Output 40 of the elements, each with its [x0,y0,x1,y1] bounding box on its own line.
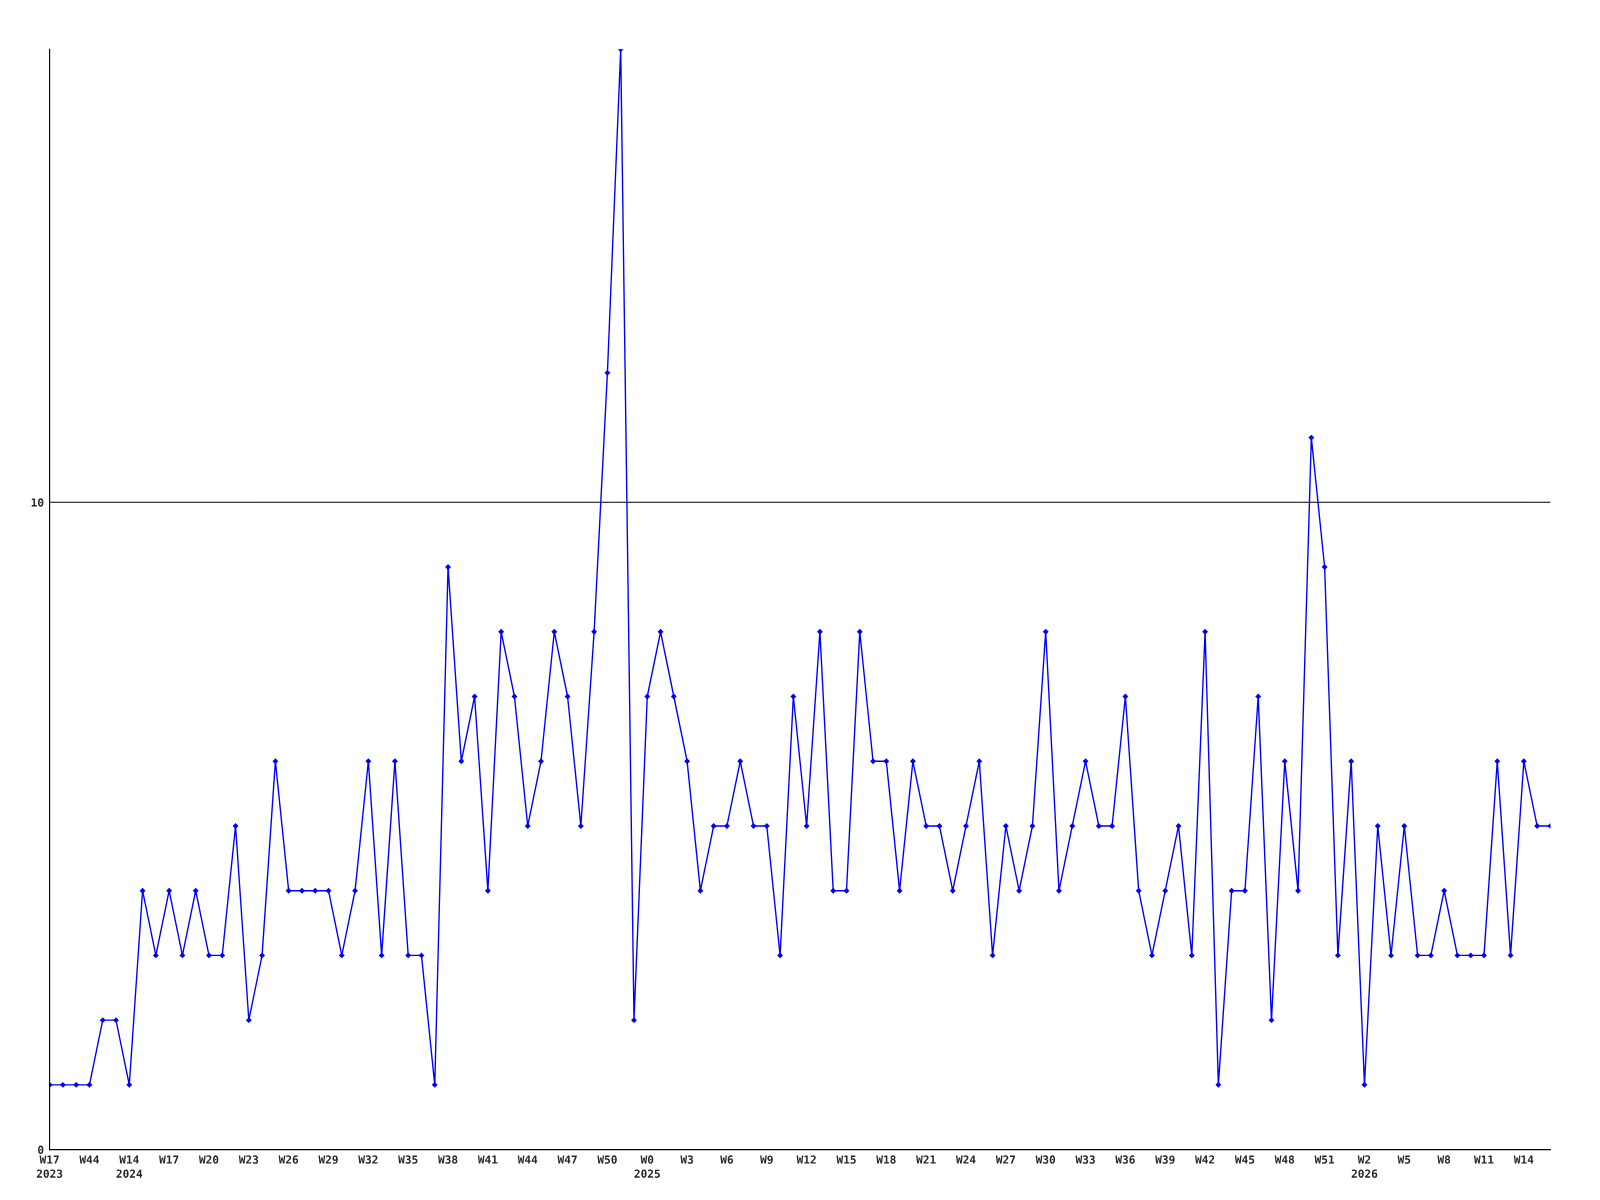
x-tick-label: W26 [278,1155,299,1164]
x-tick-label: W38 [438,1155,458,1164]
y-tick-label: 0 [38,1145,44,1154]
x-tick-label: W17 2023 [36,1155,63,1178]
x-tick-label: W32 [358,1155,378,1164]
x-tick-label: W30 [1035,1155,1056,1164]
x-tick-label: W27 [995,1155,1016,1164]
x-tick-label: W20 [198,1155,219,1164]
x-tick-label: W35 [398,1155,418,1164]
x-tick-label: W41 [477,1155,498,1164]
x-tick-label: W21 [916,1155,936,1164]
x-tick-label: W5 [1397,1155,1411,1164]
x-tick-label: W18 [876,1155,896,1164]
x-tick-label: W42 [1195,1155,1215,1164]
x-tick-label: W51 [1314,1155,1335,1164]
x-tick-label: W9 [760,1155,773,1164]
x-tick-label: W50 [597,1155,617,1164]
x-tick-label: W3 [680,1155,694,1164]
x-tick-label: W48 [1274,1155,1295,1164]
x-tick-label: W12 [796,1155,816,1164]
x-tick-label: W6 [720,1155,734,1164]
x-tick-label: W23 [238,1155,259,1164]
x-tick-label: W2 2026 [1351,1155,1378,1178]
x-tick-label: W29 [318,1155,338,1164]
x-tick-label: W39 [1155,1155,1175,1164]
x-tick-label: W8 [1437,1155,1451,1164]
y-tick-label: 10 [31,498,44,507]
x-tick-label: W15 [836,1155,856,1164]
x-tick-label: W0 2025 [634,1155,660,1178]
x-tick-label: W14 [1513,1155,1534,1164]
x-tick-label: W24 [955,1155,976,1164]
x-tick-label: W44 [79,1155,99,1164]
x-tick-label: W33 [1075,1155,1095,1164]
x-tick-label: W47 [557,1155,577,1164]
x-tick-label: W11 [1473,1155,1494,1164]
x-tick-label: W17 [159,1155,179,1164]
x-tick-label: W45 [1234,1155,1255,1164]
x-tick-label: W14 2024 [116,1155,143,1178]
x-tick-label: W44 [517,1155,538,1164]
x-tick-label: W36 [1115,1155,1135,1164]
